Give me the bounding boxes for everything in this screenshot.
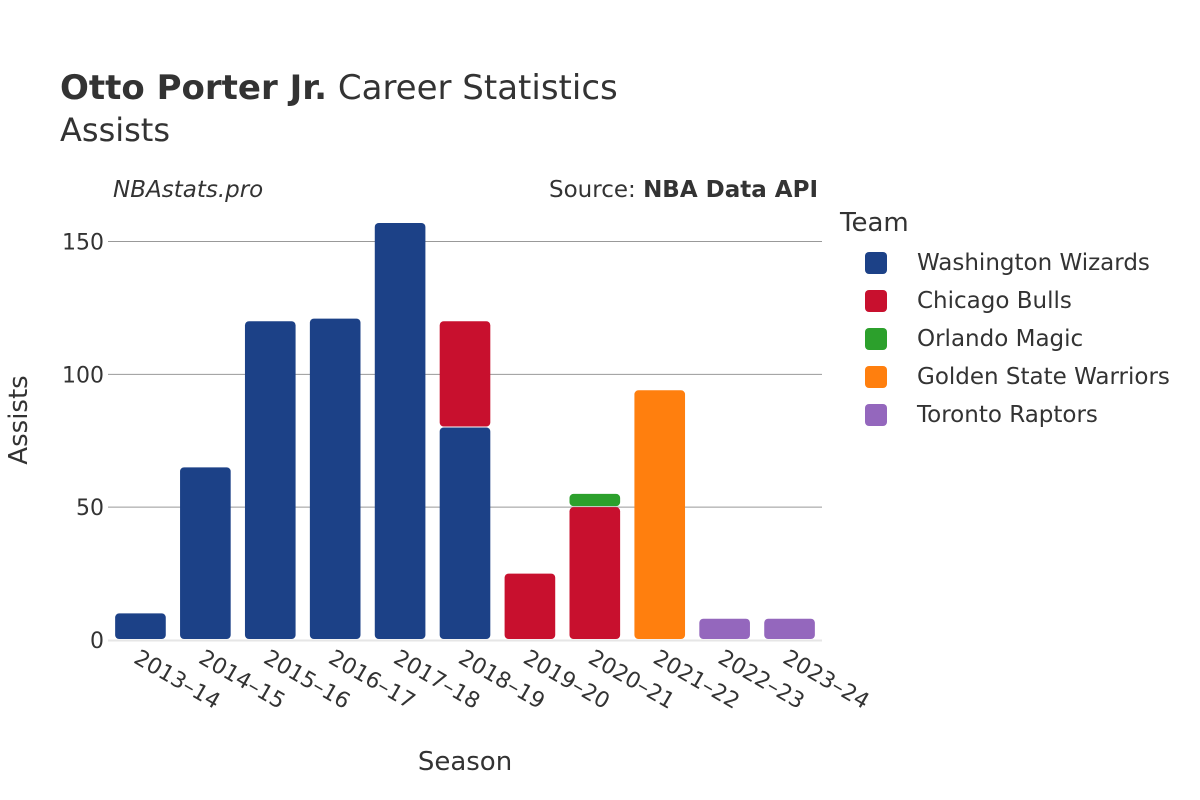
y-tick-label: 50 (76, 496, 104, 521)
legend-swatch (865, 404, 887, 426)
legend-item-orlando-magic[interactable]: Orlando Magic (840, 320, 1170, 358)
source-label: Source: NBA Data API (549, 177, 818, 203)
y-tick-label: 100 (62, 363, 104, 388)
bar[interactable] (439, 321, 491, 427)
chart-subtitle: Assists (60, 111, 171, 149)
legend-swatch (865, 366, 887, 388)
bar[interactable] (699, 618, 750, 639)
legend-title: Team (840, 208, 909, 238)
y-axis-label: Assists (4, 375, 34, 464)
source-prefix: Source: (549, 177, 644, 203)
bar[interactable] (569, 493, 621, 507)
bar[interactable] (504, 573, 556, 639)
player-name: Otto Porter Jr. (60, 68, 328, 108)
legend: Team Washington Wizards Chicago Bulls Or… (840, 208, 1170, 434)
bar[interactable] (764, 618, 815, 639)
bar[interactable] (244, 321, 296, 639)
legend-swatch (865, 252, 887, 274)
y-tick-label: 0 (90, 629, 104, 654)
legend-item-chicago-bulls[interactable]: Chicago Bulls (840, 282, 1170, 320)
bar[interactable] (634, 390, 686, 639)
legend-item-toronto-raptors[interactable]: Toronto Raptors (840, 396, 1170, 434)
brand-label: NBAstats.pro (113, 177, 264, 203)
x-axis-label: Season (418, 747, 512, 777)
x-axis-ticks: 2013–142014–152015–162016–172017–182018–… (129, 646, 873, 715)
bar[interactable] (439, 427, 491, 639)
legend-swatch (865, 328, 887, 350)
title-rest: Career Statistics (337, 68, 618, 108)
bar[interactable] (374, 222, 426, 639)
legend-item-golden-state-warriors[interactable]: Golden State Warriors (840, 358, 1170, 396)
bars (115, 222, 815, 639)
legend-label: Toronto Raptors (917, 402, 1098, 428)
legend-label: Chicago Bulls (917, 288, 1072, 314)
bar[interactable] (309, 318, 361, 639)
y-axis-ticks: 0 50 100 150 (62, 231, 104, 654)
legend-label: Golden State Warriors (917, 364, 1170, 390)
bar[interactable] (569, 507, 621, 639)
bar[interactable] (180, 467, 231, 639)
chart-title: Otto Porter Jr. Career Statistics (60, 66, 618, 110)
legend-label: Orlando Magic (917, 326, 1084, 352)
bar[interactable] (115, 613, 166, 639)
source-name: NBA Data API (643, 177, 818, 203)
legend-item-washington-wizards[interactable]: Washington Wizards (840, 244, 1170, 282)
legend-swatch (865, 290, 887, 312)
y-tick-label: 150 (62, 231, 104, 256)
legend-label: Washington Wizards (917, 250, 1150, 276)
